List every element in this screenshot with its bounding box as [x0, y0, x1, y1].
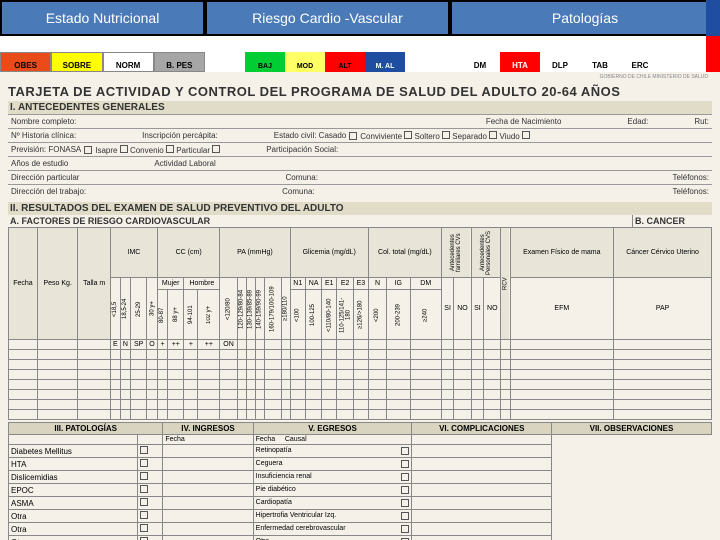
label-fecha-nac: Fecha de Nacimiento — [483, 117, 565, 126]
form-area: GOBIERNO DE CHILE MINISTERIO DE SALUD TA… — [0, 72, 720, 540]
label-tel2: Teléfonos: — [670, 187, 712, 196]
nutri-swatch: SOBRE — [51, 36, 102, 72]
label-prev: Previsión: FONASA — [8, 145, 84, 154]
row-dir-trab: Dirección del trabajo: Comuna: Teléfonos… — [8, 184, 712, 198]
nutri-swatches: OBESSOBRENORMB. PES — [0, 36, 205, 72]
section-2a: A. FACTORES DE RIESGO CARDIOVASCULAR — [8, 215, 632, 227]
pathology-column: Patologías DMHTADLPTABERC — [450, 0, 720, 72]
label-part-soc: Participación Social: — [263, 145, 341, 154]
label-edad: Edad: — [624, 117, 651, 126]
nutri-swatch: OBES — [0, 36, 51, 72]
cardio-column: Riesgo Cardio -Vascular BAJMODALTM. AL — [205, 0, 450, 72]
accent-bar — [706, 0, 720, 72]
row-hist: Nº Historia clínica: Inscripción percápi… — [8, 128, 712, 142]
checkbox[interactable] — [84, 146, 92, 154]
pat-swatch: DLP — [540, 36, 580, 72]
cv-swatch: BAJ — [245, 36, 285, 72]
cv-swatch: M. AL — [365, 36, 405, 72]
label-comuna2: Comuna: — [279, 187, 317, 196]
label-hist: Nº Historia clínica: — [8, 131, 79, 140]
cv-swatch: ALT — [325, 36, 365, 72]
form-title: TARJETA DE ACTIVIDAD Y CONTROL DEL PROGR… — [8, 84, 712, 99]
label-rut: Rut: — [691, 117, 712, 126]
top-header-section: Estado Nutricional OBESSOBRENORMB. PES R… — [0, 0, 720, 72]
nutri-header: Estado Nutricional — [0, 0, 205, 36]
label-tel: Teléfonos: — [670, 173, 712, 182]
pat-swatch: DM — [460, 36, 500, 72]
row-prev: Previsión: FONASA Isapre Convenio Partic… — [8, 142, 712, 156]
cardio-swatches: BAJMODALTM. AL — [205, 36, 450, 72]
nutri-swatch: NORM — [103, 36, 154, 72]
logo-text: GOBIERNO DE CHILE MINISTERIO DE SALUD — [8, 74, 712, 80]
pat-swatch: TAB — [580, 36, 620, 72]
pato-header: Patologías — [450, 0, 720, 36]
label-anos: Años de estudio — [8, 159, 71, 168]
label-dir-part: Dirección particular — [8, 173, 82, 182]
label-name: Nombre completo: — [8, 117, 79, 126]
civil-options: Conviviente Soltero Separado Viudo — [357, 131, 533, 141]
pat-swatch: ERC — [620, 36, 660, 72]
pato-swatches: DMHTADLPTABERC — [450, 36, 720, 72]
pathology-table: III. PATOLOGÍASIV. INGRESOSV. EGRESOSVI.… — [8, 422, 712, 540]
pat-swatch: HTA — [500, 36, 540, 72]
cv-swatch: MOD — [285, 36, 325, 72]
nutri-swatch: B. PES — [154, 36, 205, 72]
label-act-lab: Actividad Laboral — [151, 159, 218, 168]
checkbox[interactable] — [349, 132, 357, 140]
label-dir-trab: Dirección del trabajo: — [8, 187, 89, 196]
label-comuna: Comuna: — [282, 173, 320, 182]
row-dir-part: Dirección particular Comuna: Teléfonos: — [8, 170, 712, 184]
section-2-title: II. RESULTADOS DEL EXAMEN DE SALUD PREVE… — [8, 202, 712, 215]
section-2b: B. CANCER — [632, 215, 712, 227]
nutritional-column: Estado Nutricional OBESSOBRENORMB. PES — [0, 0, 205, 72]
risk-table: FechaPeso Kg.Talla mIMCCC (cm)PA (mmHg)G… — [8, 227, 712, 420]
prev-options: Isapre Convenio Particular — [92, 145, 223, 155]
row-anos: Años de estudio Actividad Laboral — [8, 156, 712, 170]
label-inscr: Inscripción percápita: — [139, 131, 221, 140]
section-1-title: I. ANTECEDENTES GENERALES — [8, 101, 712, 114]
cardio-header: Riesgo Cardio -Vascular — [205, 0, 450, 36]
row-name: Nombre completo: Fecha de Nacimiento Eda… — [8, 114, 712, 128]
label-ecivil: Estado civil: Casado — [271, 131, 349, 140]
